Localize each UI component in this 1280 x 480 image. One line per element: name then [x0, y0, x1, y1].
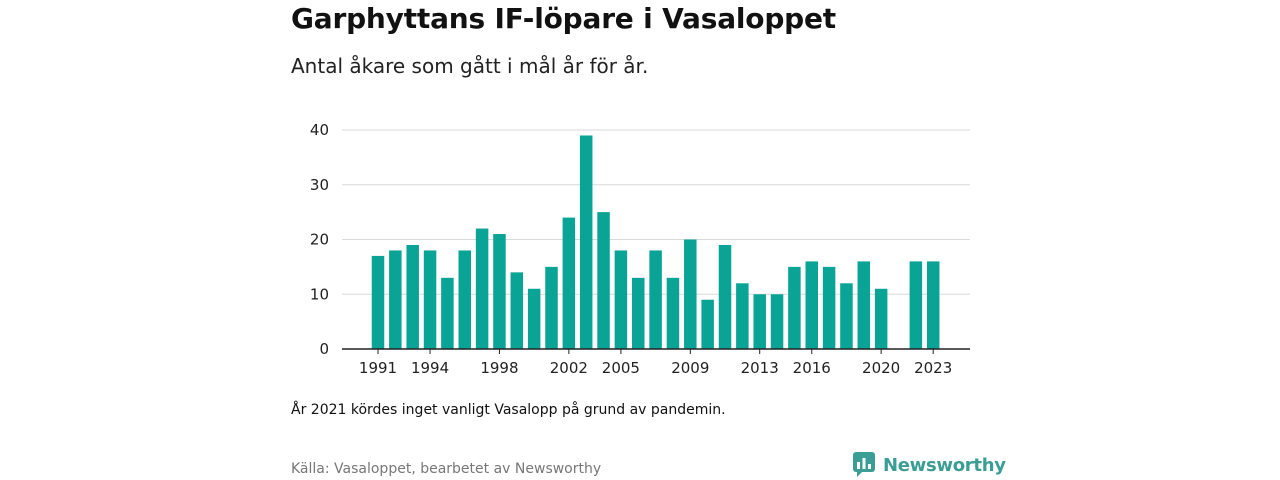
bar	[406, 244, 419, 349]
bar	[909, 261, 923, 349]
bar	[857, 261, 871, 349]
x-tick-label: 1994	[411, 359, 449, 377]
bar	[632, 277, 645, 349]
bar	[788, 266, 801, 349]
bar	[423, 250, 437, 349]
x-tick-label: 2002	[550, 359, 588, 377]
x-tick-label: 2023	[914, 359, 952, 377]
bar	[562, 217, 576, 349]
bar	[666, 277, 680, 349]
x-tick-label: 2016	[793, 359, 831, 377]
chart-subtitle: Antal åkare som gått i mål år för år.	[291, 54, 649, 78]
bar	[684, 239, 697, 349]
y-tick-label: 10	[310, 285, 329, 303]
bar	[649, 250, 662, 349]
source-text: Källa: Vasaloppet, bearbetet av Newswort…	[291, 461, 602, 477]
x-tick-label: 2013	[741, 359, 779, 377]
chart-note: År 2021 kördes inget vanligt Vasalopp på…	[291, 402, 726, 418]
bar	[718, 244, 732, 349]
bar	[527, 288, 541, 349]
bar	[545, 266, 558, 349]
brand-logo: Newsworthy	[853, 452, 1006, 478]
brand-name: Newsworthy	[883, 454, 1006, 476]
bar	[701, 299, 714, 349]
bar-chart: 0 10 20 30 40 1991 1994 1998 2002 2005 2009 2013 201…	[310, 121, 970, 377]
x-tick-label: 1991	[359, 359, 397, 377]
bar	[493, 234, 506, 349]
newsworthy-logo-icon	[853, 452, 875, 477]
x-tick-label: 2009	[671, 359, 709, 377]
bar	[840, 283, 853, 349]
bar	[736, 283, 749, 349]
bar	[510, 272, 524, 349]
y-tick-label: 20	[310, 231, 329, 249]
bar	[579, 135, 593, 349]
x-tick-label: 2005	[602, 359, 640, 377]
y-tick-label: 30	[310, 176, 329, 194]
bar	[458, 250, 471, 349]
bar	[597, 212, 610, 349]
bar	[874, 288, 888, 349]
bar	[770, 294, 784, 349]
bar	[926, 261, 940, 349]
y-tick-label: 0	[319, 340, 329, 358]
bar	[475, 228, 489, 349]
x-tick-label: 1998	[480, 359, 518, 377]
bar	[614, 250, 628, 349]
bar	[371, 255, 385, 349]
bar	[441, 277, 454, 349]
bar	[805, 261, 818, 349]
chart-title: Garphyttans IF-löpare i Vasaloppet	[291, 2, 836, 35]
bar	[753, 294, 766, 349]
x-tick-label: 2020	[862, 359, 900, 377]
bar	[822, 266, 836, 349]
bar	[389, 250, 402, 349]
y-tick-label: 40	[310, 121, 329, 139]
